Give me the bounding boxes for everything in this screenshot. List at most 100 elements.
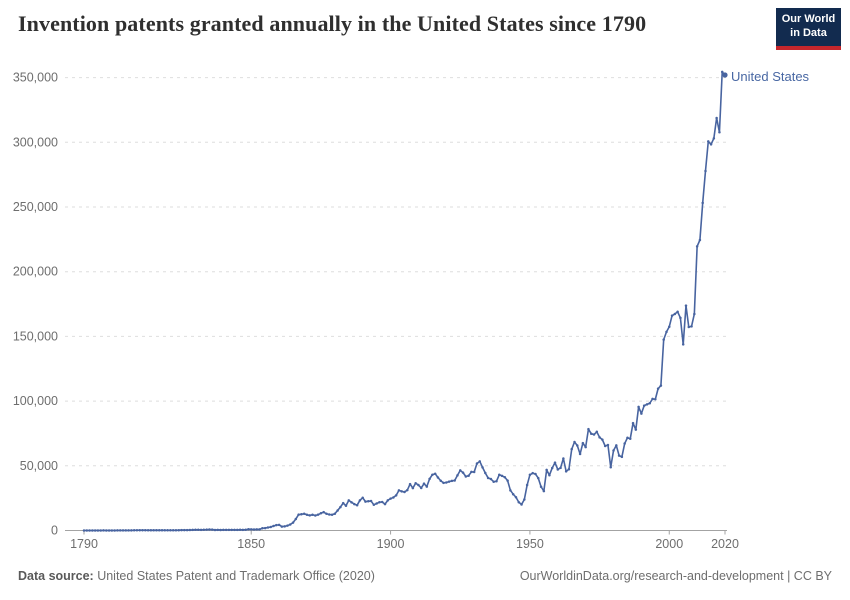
data-point[interactable] <box>230 528 233 532</box>
data-point[interactable] <box>606 443 610 447</box>
data-point[interactable] <box>720 70 724 74</box>
data-point[interactable] <box>408 482 412 486</box>
data-point[interactable] <box>361 496 364 499</box>
end-point-marker[interactable] <box>722 72 728 78</box>
data-point[interactable] <box>690 325 693 328</box>
data-point[interactable] <box>439 479 442 482</box>
data-point[interactable] <box>294 517 298 521</box>
data-point[interactable] <box>397 489 401 492</box>
data-point[interactable] <box>681 343 685 346</box>
data-point[interactable] <box>623 442 626 445</box>
data-point[interactable] <box>146 529 150 532</box>
data-point[interactable] <box>484 471 487 475</box>
data-point[interactable] <box>662 338 665 341</box>
data-point[interactable] <box>319 512 323 515</box>
data-point[interactable] <box>517 501 521 504</box>
data-point[interactable] <box>615 444 618 447</box>
data-point[interactable] <box>138 528 141 532</box>
data-point[interactable] <box>121 529 125 532</box>
data-point[interactable] <box>698 238 702 242</box>
data-point[interactable] <box>341 501 345 505</box>
data-point[interactable] <box>587 427 590 431</box>
data-point[interactable] <box>545 468 548 472</box>
data-point[interactable] <box>422 482 426 485</box>
data-point[interactable] <box>224 528 228 532</box>
data-point[interactable] <box>419 486 423 490</box>
data-point[interactable] <box>110 529 114 532</box>
data-point[interactable] <box>592 433 596 436</box>
data-point[interactable] <box>130 529 133 532</box>
data-point[interactable] <box>336 509 339 512</box>
series-line-united-states[interactable] <box>83 71 726 532</box>
data-point[interactable] <box>489 477 493 481</box>
data-point[interactable] <box>353 502 356 506</box>
data-point[interactable] <box>603 444 607 448</box>
data-point[interactable] <box>213 528 217 532</box>
data-point[interactable] <box>149 528 153 532</box>
data-point[interactable] <box>470 470 473 474</box>
data-point[interactable] <box>328 513 331 516</box>
data-point[interactable] <box>668 325 671 328</box>
data-point[interactable] <box>431 473 434 476</box>
data-point[interactable] <box>612 449 615 452</box>
data-point[interactable] <box>707 140 710 143</box>
data-point[interactable] <box>584 445 587 449</box>
data-point[interactable] <box>188 528 192 532</box>
data-point[interactable] <box>478 460 482 463</box>
data-point[interactable] <box>118 529 122 532</box>
data-point[interactable] <box>665 330 668 334</box>
data-point[interactable] <box>283 525 286 528</box>
data-point[interactable] <box>509 489 512 492</box>
data-point[interactable] <box>355 503 359 507</box>
data-point[interactable] <box>127 529 130 532</box>
data-point[interactable] <box>712 137 716 140</box>
data-point[interactable] <box>631 421 635 425</box>
data-point[interactable] <box>715 116 718 120</box>
data-point[interactable] <box>107 529 111 532</box>
data-point[interactable] <box>693 312 696 316</box>
data-point[interactable] <box>308 514 311 517</box>
data-point[interactable] <box>171 528 175 532</box>
data-point[interactable] <box>113 529 116 532</box>
data-point[interactable] <box>453 479 456 482</box>
data-point[interactable] <box>567 467 571 471</box>
data-point[interactable] <box>194 528 197 532</box>
data-point[interactable] <box>286 524 289 527</box>
data-point[interactable] <box>249 528 253 531</box>
data-point[interactable] <box>539 485 543 489</box>
data-point[interactable] <box>180 528 183 532</box>
data-point[interactable] <box>375 502 378 505</box>
data-point[interactable] <box>576 444 579 447</box>
data-point[interactable] <box>450 479 454 483</box>
data-point[interactable] <box>96 529 100 532</box>
data-point[interactable] <box>433 472 437 475</box>
data-point[interactable] <box>222 528 225 532</box>
data-point[interactable] <box>654 398 657 401</box>
data-point[interactable] <box>316 513 320 516</box>
data-point[interactable] <box>467 474 470 477</box>
data-point[interactable] <box>589 432 593 435</box>
data-point[interactable] <box>166 529 169 532</box>
data-point[interactable] <box>88 529 91 532</box>
data-point[interactable] <box>205 528 208 531</box>
data-point[interactable] <box>158 529 161 532</box>
owid-logo[interactable]: Our World in Data <box>776 8 841 50</box>
data-point[interactable] <box>333 512 337 516</box>
data-point[interactable] <box>255 528 259 531</box>
data-point[interactable] <box>634 428 638 431</box>
data-point[interactable] <box>601 438 604 441</box>
data-point[interactable] <box>91 529 94 532</box>
data-point[interactable] <box>339 505 342 509</box>
data-point[interactable] <box>216 528 220 532</box>
data-point[interactable] <box>447 480 451 483</box>
data-point[interactable] <box>386 499 390 502</box>
data-point[interactable] <box>492 480 495 483</box>
data-point[interactable] <box>481 466 484 469</box>
owid-url-license[interactable]: OurWorldinData.org/research-and-developm… <box>519 569 832 583</box>
data-point[interactable] <box>670 314 674 317</box>
data-point[interactable] <box>461 471 465 474</box>
data-point[interactable] <box>456 474 459 477</box>
data-point[interactable] <box>458 469 462 472</box>
data-point[interactable] <box>475 462 479 465</box>
data-point[interactable] <box>417 483 420 487</box>
